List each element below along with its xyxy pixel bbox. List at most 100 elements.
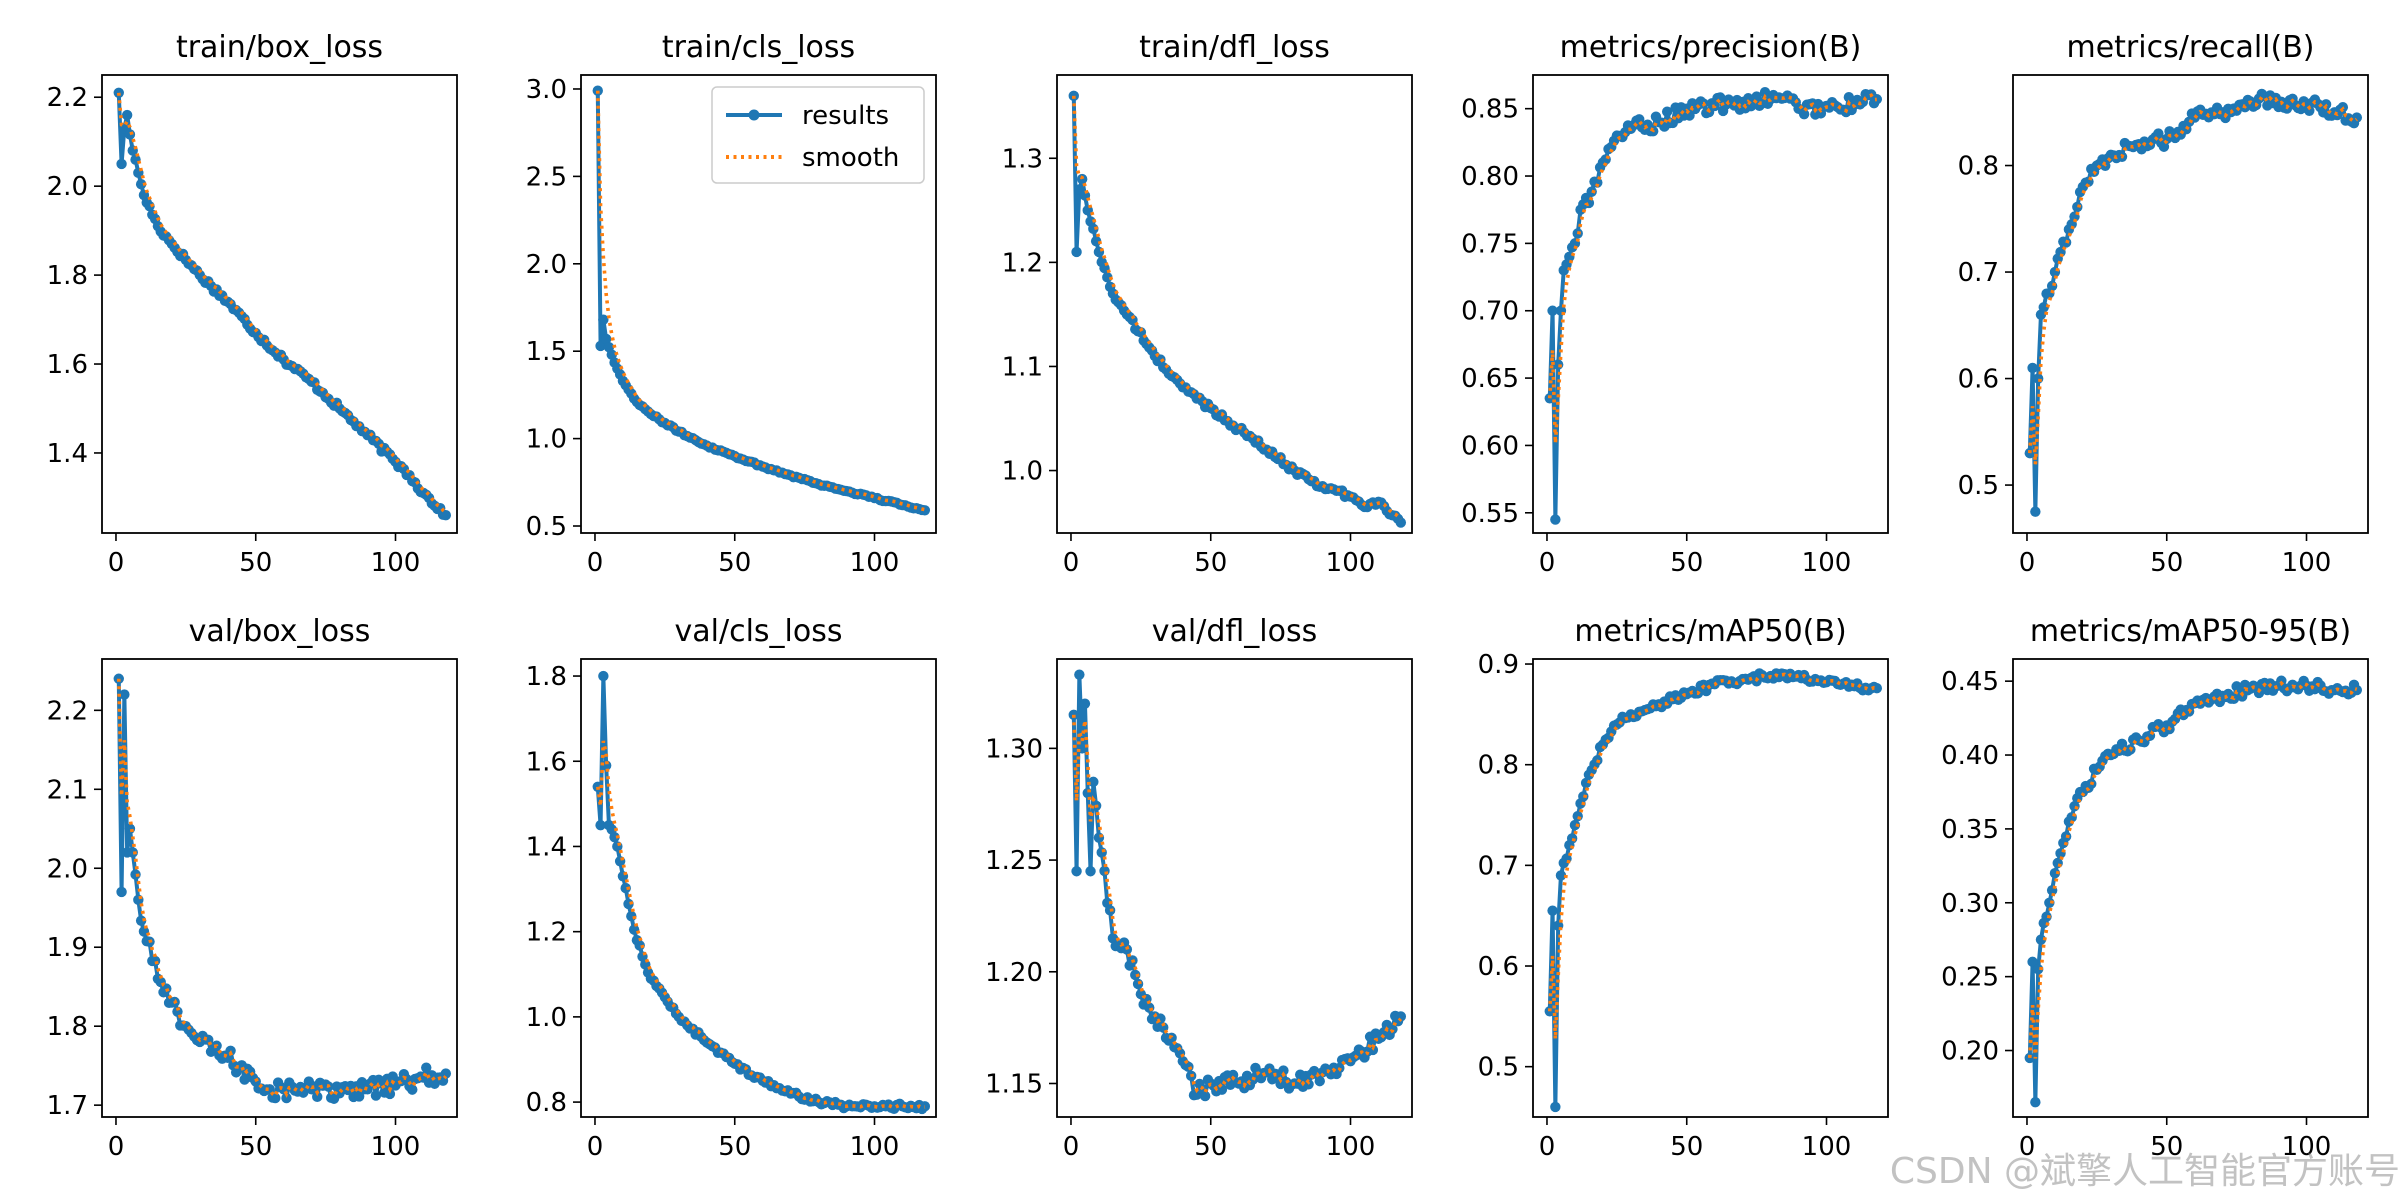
y-tick-label: 1.15 <box>985 1069 1043 1099</box>
subplot-4: metrics/recall(B) 0 50 100 0.5 0.6 0.7 0.8 <box>1958 30 2369 578</box>
y-tick-label: 0.75 <box>1461 229 1519 259</box>
subplot-6: val/cls_loss 0 50 100 0.8 1.0 1.2 1.4 1.6 1.8 <box>526 614 937 1162</box>
y-tick-label: 0.9 <box>1478 650 1519 680</box>
axes-frame <box>2012 74 2369 534</box>
y-tick-label: 2.0 <box>47 854 88 884</box>
results-line <box>116 678 448 1101</box>
results-point <box>1547 905 1558 916</box>
y-tick-label: 0.6 <box>1478 952 1519 982</box>
subplot-1: train/cls_loss 0 50 100 0.5 1.0 1.5 2.0 2.5 3.0 re… <box>526 30 937 578</box>
x-tick-label: 0 <box>108 548 125 578</box>
y-tick-label: 1.5 <box>526 337 567 367</box>
results-line <box>1547 671 1878 1109</box>
smooth-line <box>2027 94 2358 465</box>
results-line <box>116 92 447 518</box>
x-tick-label: 100 <box>1802 1132 1852 1162</box>
results-point <box>384 1088 396 1100</box>
results-point <box>1387 1024 1398 1035</box>
subplot-title: val/dfl_loss <box>1152 614 1317 649</box>
y-tick-label: 0.55 <box>1461 499 1519 529</box>
results-point <box>144 200 155 212</box>
results-point <box>1395 517 1407 528</box>
results-point <box>606 349 617 360</box>
x-tick-label: 100 <box>2282 548 2332 578</box>
x-tick-label: 50 <box>239 1132 272 1162</box>
y-tick-label: 1.30 <box>985 734 1043 764</box>
results-point <box>600 333 612 345</box>
plot-area <box>1068 90 1407 528</box>
y-tick-label: 1.0 <box>526 1003 567 1033</box>
y-tick-label: 0.45 <box>1941 667 1999 697</box>
y-tick-label: 1.20 <box>985 958 1043 988</box>
results-point <box>1088 223 1099 235</box>
results-point <box>1278 1065 1289 1076</box>
results-point <box>270 1092 281 1104</box>
results-point <box>1871 682 1883 694</box>
results-point <box>1183 1061 1194 1073</box>
subplot-8: metrics/mAP50(B) 0 50 100 0.5 0.6 0.7 0.8 0.9 <box>1478 614 1889 1162</box>
results-point <box>440 1068 452 1079</box>
x-tick-label: 100 <box>1802 548 1852 578</box>
results-point <box>421 1062 432 1073</box>
results-point <box>2027 362 2038 374</box>
y-tick-label: 0.25 <box>1941 963 1999 993</box>
y-tick-label: 0.20 <box>1941 1037 1999 1067</box>
y-tick-label: 1.9 <box>47 933 88 963</box>
plot-area <box>113 673 452 1104</box>
results-point <box>2046 280 2058 292</box>
results-point <box>1166 1032 1177 1044</box>
results-point <box>1550 514 1561 525</box>
axes-frame <box>580 658 937 1118</box>
y-tick-label: 2.5 <box>526 162 567 192</box>
results-point <box>2027 956 2038 968</box>
results-point <box>2038 302 2049 313</box>
plot-area <box>113 87 452 521</box>
y-tick-label: 0.8 <box>1478 751 1519 781</box>
results-point <box>130 869 141 880</box>
y-tick-label: 0.35 <box>1941 815 1999 845</box>
results-point <box>1076 173 1088 185</box>
results-point <box>598 670 609 682</box>
subplot-9: metrics/mAP50-95(B) 0 50 100 0.20 0.25 0.30 0.3… <box>1941 614 2369 1162</box>
y-tick-label: 0.70 <box>1461 297 1519 327</box>
y-tick-label: 1.6 <box>526 747 567 777</box>
results-point <box>121 109 133 121</box>
smooth-line <box>116 678 448 1100</box>
y-tick-label: 1.2 <box>1002 248 1043 278</box>
results-point <box>2351 684 2363 696</box>
results-point <box>2032 964 2044 975</box>
x-tick-label: 0 <box>1539 1132 1556 1162</box>
results-point <box>1547 305 1558 316</box>
y-tick-label: 1.0 <box>1002 457 1043 487</box>
axes-frame <box>580 74 937 534</box>
subplot-5: val/box_loss 0 50 100 1.7 1.8 1.9 2.0 2.1 2.2 <box>47 614 458 1162</box>
results-line <box>2027 91 2359 514</box>
x-tick-label: 0 <box>1539 548 1556 578</box>
results-line <box>2027 678 2359 1105</box>
results-point <box>1199 1090 1211 1102</box>
results-point <box>2030 506 2041 517</box>
y-tick-label: 2.1 <box>47 775 88 805</box>
y-tick-label: 0.8 <box>1958 152 1999 182</box>
smooth-line <box>1071 714 1403 1097</box>
subplot-title: metrics/precision(B) <box>1560 30 1862 65</box>
results-point <box>124 129 136 140</box>
y-tick-label: 0.5 <box>1958 471 1999 501</box>
results-point <box>1555 870 1567 881</box>
results-point <box>370 1090 382 1101</box>
results-point <box>1082 787 1093 799</box>
smooth-line <box>116 92 447 514</box>
x-tick-label: 50 <box>1670 1132 1703 1162</box>
x-tick-label: 100 <box>850 548 900 578</box>
y-tick-label: 1.25 <box>985 846 1043 876</box>
results-point <box>116 886 127 898</box>
y-tick-label: 1.1 <box>1002 352 1043 382</box>
x-tick-label: 50 <box>1670 548 1703 578</box>
axes-frame <box>101 74 458 534</box>
results-point <box>1079 698 1091 709</box>
y-tick-label: 0.30 <box>1941 889 1999 919</box>
results-point <box>239 1074 250 1085</box>
results-point <box>124 823 136 834</box>
x-tick-label: 100 <box>2282 1132 2332 1162</box>
